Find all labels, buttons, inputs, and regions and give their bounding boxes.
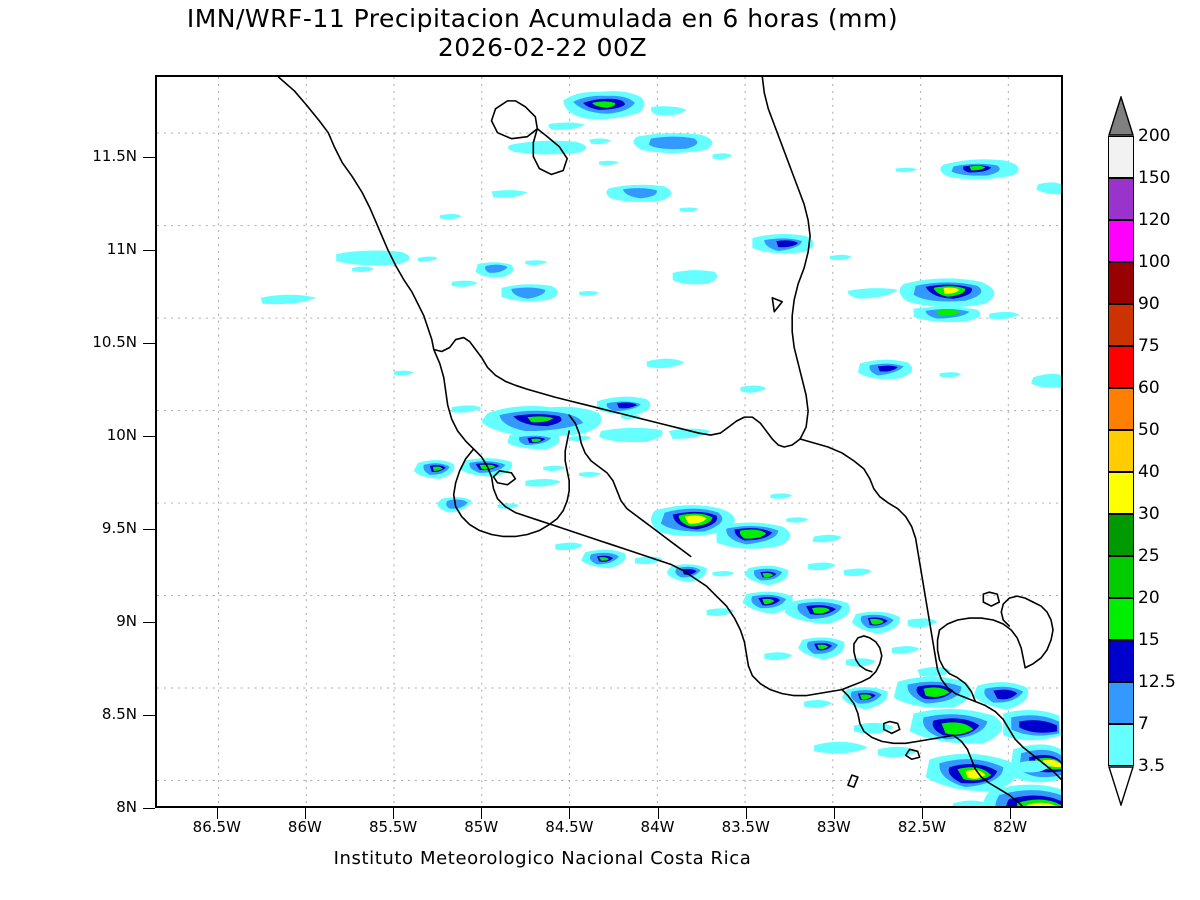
colorbar-segment-3.5-7 [1108, 724, 1134, 766]
chart-title: IMN/WRF-11 Precipitacion Acumulada en 6 … [186, 4, 899, 33]
colorbar-segment-90-100 [1108, 262, 1134, 304]
precipitation-map [157, 77, 1061, 806]
colorbar-over-arrow [1108, 96, 1134, 136]
colorbar-segment-15-20 [1108, 598, 1134, 640]
colorbar-label-60: 60 [1138, 378, 1160, 398]
y-tick-label-11n: 11N [106, 240, 137, 258]
colorbar-label-40: 40 [1138, 462, 1160, 482]
colorbar-segment-30-40 [1108, 472, 1134, 514]
colorbar-label-12.5: 12.5 [1138, 672, 1176, 692]
colorbar-label-200: 200 [1138, 126, 1171, 146]
y-tick-label-85n: 8.5N [101, 705, 137, 723]
chart-title-block: IMN/WRF-11 Precipitacion Acumulada en 6 … [0, 4, 1085, 62]
x-tick-label-83w: 83W [816, 818, 851, 836]
y-tick-label-95n: 9.5N [101, 519, 137, 537]
colorbar-segment-7-12.5 [1108, 682, 1134, 724]
colorbar-label-25: 25 [1138, 546, 1160, 566]
colorbar-label-100: 100 [1138, 252, 1171, 272]
colorbar-label-75: 75 [1138, 336, 1160, 356]
y-tick-label-9n: 9N [116, 612, 137, 630]
colorbar-label-50: 50 [1138, 420, 1160, 440]
chart-subtitle: 2026-02-22 00Z [437, 33, 648, 62]
coastline-layer [277, 77, 1061, 806]
colorbar-segment-50-60 [1108, 388, 1134, 430]
colorbar-segment-25-30 [1108, 514, 1134, 556]
colorbar-segment-12.5-15 [1108, 640, 1134, 682]
colorbar-label-150: 150 [1138, 168, 1171, 188]
colorbar-label-120: 120 [1138, 210, 1171, 230]
colorbar-segment-150-200 [1108, 136, 1134, 178]
colorbar-label-20: 20 [1138, 588, 1160, 608]
colorbar-segment-120-150 [1108, 178, 1134, 220]
precip-cell-group [563, 91, 645, 120]
x-tick-label-85w: 85W [464, 818, 499, 836]
colorbar-under-arrow [1108, 766, 1134, 806]
colorbar-segment-75-90 [1108, 304, 1134, 346]
precipitation-contours [260, 91, 1061, 806]
colorbar-segment-60-75 [1108, 346, 1134, 388]
x-tick-label-855w: 85.5W [368, 818, 418, 836]
x-tick-label-865w: 86.5W [192, 818, 241, 836]
institution-caption: Instituto Meteorologico Nacional Costa R… [333, 848, 752, 869]
colorbar-label-15: 15 [1138, 630, 1160, 650]
precipitation-colorbar: 200 150 120 100 90 75 60 50 40 30 25 20 … [1108, 96, 1176, 806]
x-tick-label-835w: 83.5W [721, 818, 770, 836]
colorbar-segment-40-50 [1108, 430, 1134, 472]
x-tick-label-845w: 84.5W [545, 818, 594, 836]
colorbar-segment-100-120 [1108, 220, 1134, 262]
x-tick-label-84w: 84W [640, 818, 675, 836]
colorbar-label-30: 30 [1138, 504, 1160, 524]
x-tick-label-86w: 86W [287, 818, 322, 836]
map-plot-area [155, 75, 1063, 808]
x-tick-label-82w: 82W [993, 818, 1028, 836]
y-tick-label-8n: 8N [116, 798, 137, 816]
map-clip [157, 77, 1061, 806]
colorbar-label-7: 7 [1138, 714, 1149, 734]
colorbar-label-90: 90 [1138, 294, 1160, 314]
y-tick-label-115n: 11.5N [92, 147, 137, 165]
x-tick-label-825w: 82.5W [897, 818, 947, 836]
y-tick-label-10n: 10N [106, 426, 137, 444]
y-tick-label-105n: 10.5N [92, 333, 137, 351]
colorbar-label-3.5: 3.5 [1138, 756, 1166, 776]
colorbar-segment-20-25 [1108, 556, 1134, 598]
